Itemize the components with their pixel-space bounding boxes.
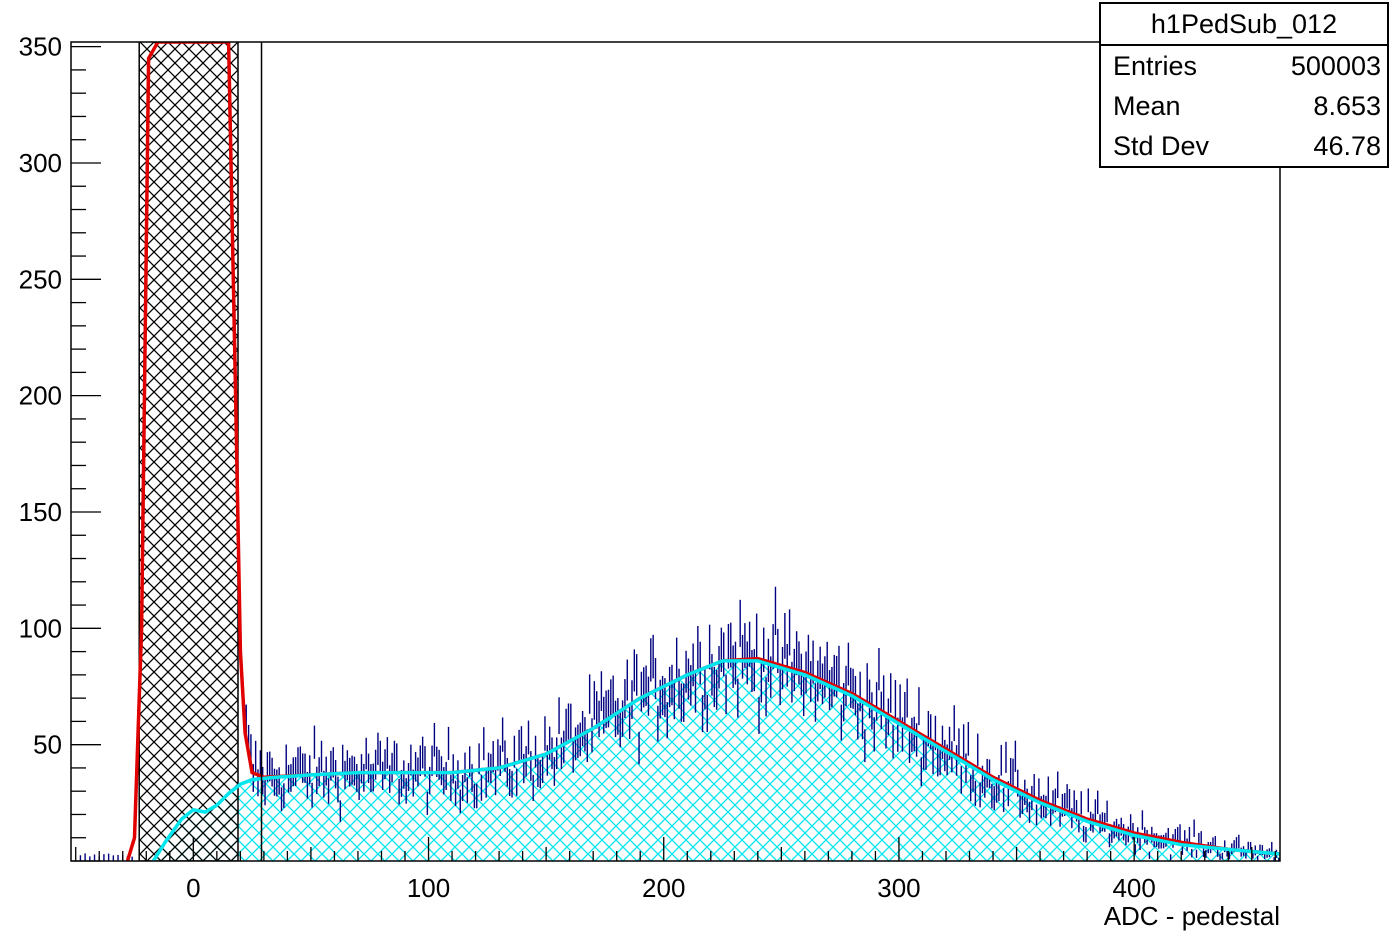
stats-value: 500003 bbox=[1290, 51, 1381, 81]
stats-title: h1PedSub_012 bbox=[1101, 4, 1387, 46]
y-tick-label: 150 bbox=[19, 497, 62, 527]
y-tick-label: 50 bbox=[33, 730, 62, 760]
plot-border bbox=[70, 41, 1281, 862]
x-tick-label: 100 bbox=[407, 873, 450, 903]
data-points bbox=[79, 586, 1280, 861]
stats-row-stddev: Std Dev 46.78 bbox=[1101, 126, 1387, 166]
stats-label: Mean bbox=[1113, 91, 1181, 121]
plot-area bbox=[79, 42, 1280, 861]
signal-fit-curve bbox=[151, 659, 1280, 861]
pedestal-peak-fill bbox=[138, 42, 239, 861]
y-tick-label: 250 bbox=[19, 264, 62, 294]
axes: 0 100 200 300 400 50 100 150 200 250 300 350 bbox=[19, 32, 1276, 903]
stats-row-mean: Mean 8.653 bbox=[1101, 86, 1387, 126]
x-axis-title: ADC - pedestal bbox=[1104, 901, 1280, 931]
y-tick-label: 100 bbox=[19, 613, 62, 643]
x-tick-label: 400 bbox=[1112, 873, 1155, 903]
stats-value: 8.653 bbox=[1313, 91, 1381, 121]
stats-box: h1PedSub_012 Entries 500003 Mean 8.653 S… bbox=[1099, 2, 1389, 168]
plot-frame bbox=[70, 41, 1281, 862]
x-tick-label: 300 bbox=[877, 873, 920, 903]
stats-value: 46.78 bbox=[1313, 131, 1381, 161]
y-tick-label: 200 bbox=[19, 381, 62, 411]
signal-fill bbox=[153, 660, 1280, 861]
x-tick-label: 0 bbox=[186, 873, 200, 903]
y-tick-label: 350 bbox=[19, 32, 62, 62]
stats-row-entries: Entries 500003 bbox=[1101, 46, 1387, 86]
stats-label: Std Dev bbox=[1113, 131, 1210, 161]
x-tick-label: 200 bbox=[642, 873, 685, 903]
stats-label: Entries bbox=[1113, 51, 1198, 81]
y-tick-label: 300 bbox=[19, 148, 62, 178]
